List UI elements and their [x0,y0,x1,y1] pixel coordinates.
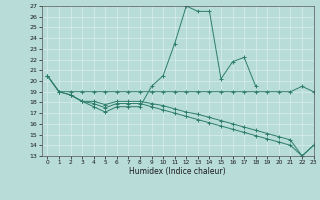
X-axis label: Humidex (Indice chaleur): Humidex (Indice chaleur) [129,167,226,176]
